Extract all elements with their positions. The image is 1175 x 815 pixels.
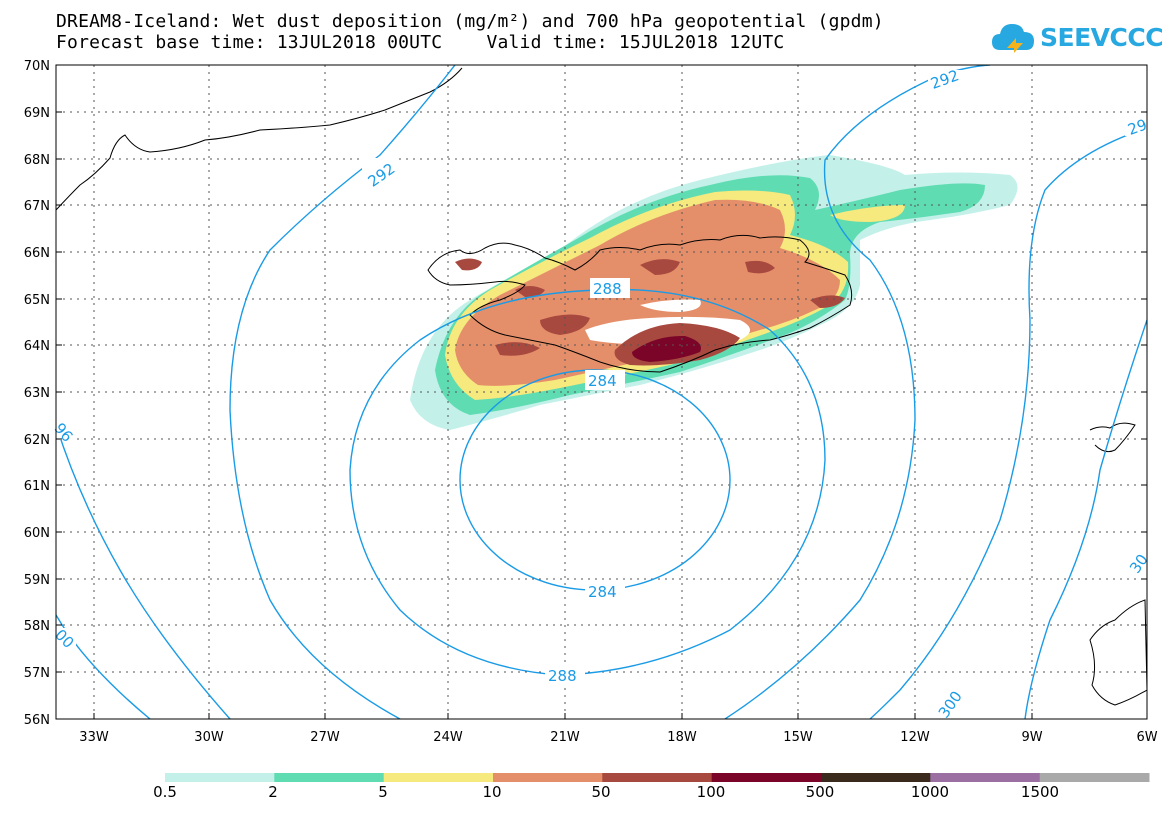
legend-colorbar (165, 773, 1150, 782)
lat-label: 63N (24, 386, 50, 401)
lon-label: 6W (1136, 730, 1157, 745)
lat-label: 62N (24, 433, 50, 448)
legend-swatch (383, 773, 494, 782)
iceland-coast (427, 234, 853, 373)
legend-swatch (493, 773, 603, 782)
contour-292 (229, 65, 991, 719)
contour-296-east (869, 127, 1147, 719)
lon-label: 15W (783, 730, 813, 745)
lat-label: 69N (24, 106, 50, 121)
cloud-logo-icon (992, 24, 1034, 53)
legend-label: 500 (805, 783, 835, 801)
map-title-line1: DREAM8-Iceland: Wet dust deposition (mg/… (56, 11, 884, 32)
legend-swatch (711, 773, 822, 782)
contour-labels: 292 292 29 288 284 284 288 300 30 96 00 (50, 66, 1151, 721)
contour-label: 29 (1125, 115, 1149, 138)
lon-label: 21W (550, 730, 580, 745)
lat-label: 64N (24, 339, 50, 354)
lat-label: 67N (24, 199, 50, 214)
seevccc-logo: SEEVCCC (990, 20, 1164, 60)
lat-label: 65N (24, 293, 50, 308)
logo-text: SEEVCCC (1040, 23, 1164, 52)
lat-label: 58N (24, 619, 50, 634)
contour-label: 284 (588, 372, 617, 390)
lat-label: 66N (24, 246, 50, 261)
shade-level-100 (632, 335, 701, 362)
lon-label: 9W (1021, 730, 1042, 745)
map-title-line2: Forecast base time: 13JUL2018 00UTC Vali… (56, 32, 785, 53)
lon-label: 30W (194, 730, 224, 745)
legend-label: 5 (378, 783, 388, 801)
contour-label: 288 (593, 280, 622, 298)
legend-swatch (165, 773, 275, 782)
shade-level-10 (455, 199, 840, 386)
legend-swatch (1039, 773, 1150, 782)
lat-label: 68N (24, 153, 50, 168)
greenland-coast (56, 67, 463, 211)
faroe-coast (1089, 422, 1136, 453)
lat-label: 60N (24, 526, 50, 541)
contour-label: 288 (548, 667, 577, 685)
lat-labels: 70N 69N 68N 67N 66N 65N 64N 63N 62N 61N … (24, 59, 50, 728)
legend-label: 100 (696, 783, 726, 801)
lon-label: 18W (667, 730, 697, 745)
legend-label: 1000 (910, 783, 950, 801)
contour-300-west (56, 614, 151, 719)
lat-axis (56, 64, 1147, 720)
coastlines (56, 67, 1147, 706)
contour-label: 284 (588, 583, 617, 601)
lat-label: 70N (24, 59, 50, 74)
dust-deposition-shading (410, 155, 1018, 430)
legend-swatch (930, 773, 1041, 782)
legend-swatch (821, 773, 931, 782)
legend-label: 0.5 (153, 783, 177, 801)
lon-label: 24W (433, 730, 463, 745)
legend-swatch (274, 773, 385, 782)
lat-label: 59N (24, 573, 50, 588)
contour-300-east (1024, 319, 1147, 719)
lat-label: 56N (24, 713, 50, 728)
scotland-coast (1089, 599, 1147, 706)
lat-label: 61N (24, 479, 50, 494)
legend-label: 10 (482, 783, 502, 801)
legend-swatch (602, 773, 713, 782)
lon-label: 12W (900, 730, 930, 745)
lon-axis (93, 713, 1033, 719)
lon-label: 27W (310, 730, 340, 745)
contour-296-west (56, 424, 231, 719)
legend-label: 1500 (1020, 783, 1060, 801)
lon-label: 33W (79, 730, 109, 745)
lat-label: 57N (24, 666, 50, 681)
lon-labels: 33W 30W 27W 24W 21W 18W 15W 12W 9W 6W (79, 730, 1157, 745)
legend-label: 50 (591, 783, 611, 801)
legend-label: 2 (268, 783, 278, 801)
